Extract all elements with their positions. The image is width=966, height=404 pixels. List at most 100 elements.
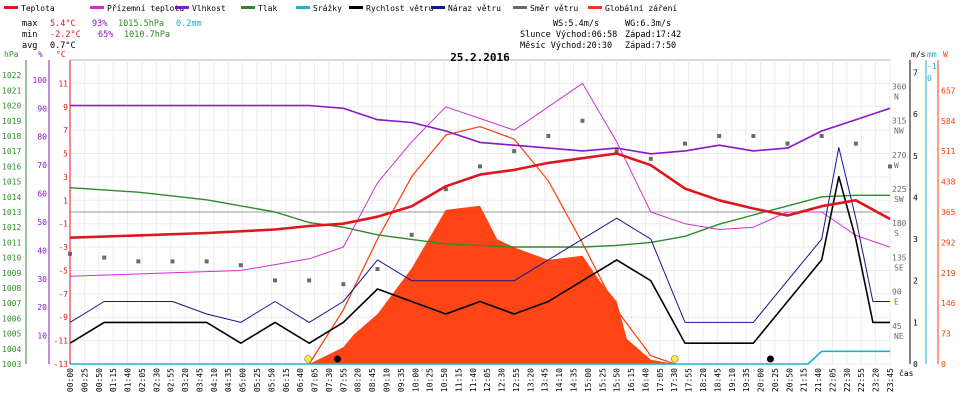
x-tick-label: 07:30	[325, 368, 334, 392]
c-tick-label: 7	[63, 126, 68, 135]
c-tick-label: -9	[58, 313, 68, 322]
pct-tick-label: 60	[37, 190, 47, 199]
series-wind-gust	[69, 147, 890, 323]
info-sun-rise: Slunce Východ:06:58	[520, 30, 617, 40]
x-tick-label: 07:05	[311, 368, 320, 392]
info-sun-set: Západ:17:42	[625, 30, 681, 40]
x-tick-label: 20:25	[771, 368, 780, 392]
x-tick-label: 01:15	[109, 368, 118, 392]
moonrise-marker	[766, 355, 774, 363]
x-tick-label: 02:55	[167, 368, 176, 392]
x-tick-label: 10:25	[426, 368, 435, 392]
ms-tick-label: 5	[913, 152, 918, 161]
hpa-tick-label: 1013	[2, 208, 21, 217]
hpa-tick-label: 1016	[2, 162, 21, 171]
x-tick-label: 00:50	[95, 368, 104, 392]
wind-direction-point	[546, 134, 551, 138]
hpa-tick-label: 1020	[2, 102, 21, 111]
hpa-tick-label: 1006	[2, 314, 21, 323]
dir-tick-name: N	[894, 92, 899, 101]
dir-tick-deg: 45	[892, 322, 902, 331]
wind-direction-point	[853, 141, 858, 146]
x-tick-label: 07:55	[339, 368, 348, 392]
stats-avg-temp: 0.7°C	[50, 41, 76, 51]
x-tick-label: 06:40	[296, 368, 305, 392]
legend-swatch	[90, 6, 104, 9]
sunrise-marker	[304, 355, 312, 363]
stats-min-temp: -2.2°C	[50, 30, 81, 40]
hpa-tick-label: 1011	[2, 238, 21, 247]
wind-direction-layer	[68, 118, 892, 287]
x-tick-label: 17:30	[670, 368, 679, 392]
stats-max-rain: 0.2mm	[176, 19, 202, 29]
dir-tick-deg: 90	[892, 288, 902, 297]
legend-label: Náraz větru	[448, 4, 501, 13]
c-tick-label: 1	[63, 196, 68, 205]
dir-tick-deg: 360	[892, 82, 907, 91]
legend-label: Globální záření	[605, 4, 677, 13]
x-tick-label: 08:45	[368, 368, 377, 392]
wind-direction-point	[888, 164, 892, 169]
x-tick-label: 15:00	[584, 368, 593, 392]
series-theoretical-radiation	[308, 125, 675, 365]
pct-tick-label: 40	[37, 246, 47, 255]
x-tick-label: 19:35	[742, 368, 751, 392]
x-tick-label: 21:40	[814, 368, 823, 392]
wind-direction-point	[375, 267, 380, 271]
x-tick-label: 10:50	[440, 368, 449, 392]
ms-tick-label: 7	[913, 68, 918, 77]
ms-tick-label: 0	[913, 360, 918, 369]
ms-axis-label: m/s	[911, 50, 926, 59]
pct-tick-label: 30	[37, 275, 47, 284]
c-tick-label: -7	[58, 290, 68, 299]
x-tick-label: 18:45	[713, 368, 722, 392]
c-tick-label: 11	[58, 79, 68, 88]
x-tick-label: 23:45	[886, 368, 895, 392]
radiation-layer	[308, 125, 675, 365]
x-tick-label: 04:35	[224, 368, 233, 392]
dir-tick-name: S	[894, 229, 899, 238]
x-tick-label: 03:20	[181, 368, 190, 392]
dir-tick-name: NE	[894, 332, 904, 341]
wind-direction-point	[819, 134, 824, 138]
mm-tick-label: -1	[927, 62, 937, 71]
series-precipitation	[70, 350, 890, 365]
x-tick-label: 09:10	[383, 368, 392, 392]
wind-direction-point	[580, 118, 585, 123]
x-tick-label: 03:45	[196, 368, 205, 392]
hpa-tick-label: 1021	[2, 86, 21, 95]
right-axes: m/s mm W	[909, 50, 948, 364]
hpa-axis-label: hPa	[4, 50, 19, 59]
c-tick-label: -3	[58, 243, 68, 252]
w-tick-label: 584	[941, 117, 956, 126]
legend-swatch	[4, 6, 18, 9]
x-tick-label: 00:25	[80, 368, 89, 392]
legend-label: Rychlost větru	[366, 4, 434, 13]
ms-tick-label: 1	[913, 318, 918, 327]
x-tick-label: 22:30	[843, 368, 852, 392]
info-wg: WG:6.3m/s	[625, 19, 671, 29]
wind-direction-point	[102, 255, 107, 260]
hpa-tick-label: 1017	[2, 147, 21, 156]
wind-direction-point	[478, 164, 482, 169]
info-moon-rise: Měsíc Východ:20:30	[520, 41, 612, 51]
x-tick-label: 02:05	[138, 368, 147, 392]
series-humidity	[70, 104, 891, 155]
x-tick-label: 14:35	[570, 368, 579, 392]
c-tick-label: -13	[54, 360, 69, 369]
axis-ticks: 1022102110201019101810171016101510141013…	[2, 62, 956, 369]
c-tick-label: -11	[54, 337, 69, 346]
w-tick-label: 146	[941, 299, 956, 308]
ms-tick-label: 4	[913, 193, 918, 202]
w-tick-label: 365	[941, 208, 956, 217]
legend-label: Teplota	[21, 4, 55, 13]
x-tick-label: 14:10	[555, 368, 564, 392]
legend-label: Vlhkost	[192, 4, 226, 13]
series-pressure	[69, 187, 890, 248]
pct-tick-label: 80	[37, 133, 47, 142]
wind-direction-point	[409, 232, 414, 237]
legend-swatch	[513, 6, 527, 9]
chart-title: 25.2.2016	[450, 51, 510, 64]
c-axis-label: °C	[56, 50, 66, 59]
